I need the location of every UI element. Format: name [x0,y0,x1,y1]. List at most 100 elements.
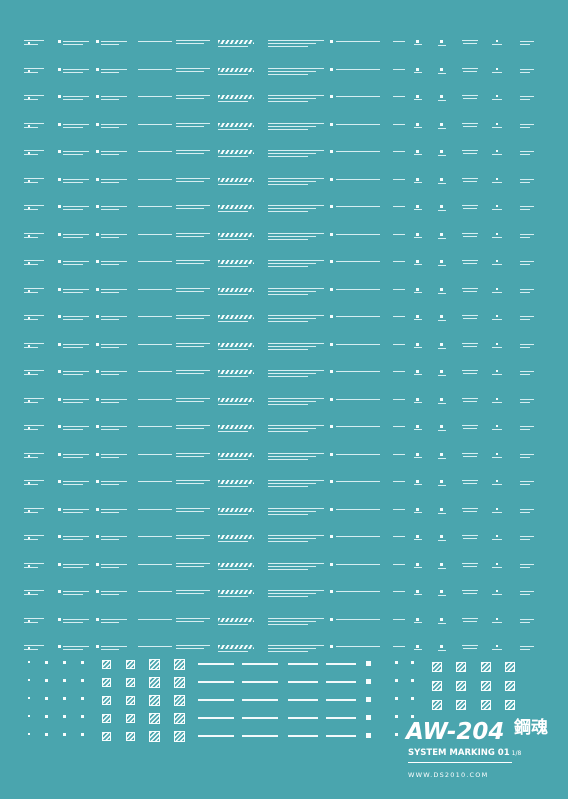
marker-square [330,563,333,566]
caution-text [438,375,446,376]
marker-square [330,618,333,621]
marker-square [416,618,419,621]
marker-square [96,398,99,401]
marker-square [330,40,333,43]
caution-text [24,590,44,591]
caution-text [138,124,172,125]
caution-text [24,429,38,430]
marker-square [63,733,66,736]
marker-square [395,697,398,700]
caution-text [268,514,308,515]
marker-square [440,260,443,263]
caution-text [520,234,534,235]
marker-square [28,455,30,457]
caution-text [336,69,380,70]
marker-square [330,178,333,181]
marker-square [411,661,414,664]
caution-text [268,98,316,99]
marker-square [63,679,66,682]
caution-text [414,154,422,155]
caution-text [438,210,446,211]
caution-text [336,591,380,592]
caution-text [218,184,248,185]
marker-square [496,205,498,207]
caution-text [268,651,308,652]
caution-text [520,154,530,155]
marker-square [81,661,84,664]
marker-square [416,343,419,346]
hatched-panel [432,700,442,710]
caution-text [414,512,422,513]
dashed-line [198,699,234,701]
caution-text [520,72,530,73]
marker-square [330,260,333,263]
marker-square [330,370,333,373]
caution-text [268,123,324,124]
hatched-panel [174,713,185,724]
marker-square [440,68,443,71]
caution-text [63,96,89,97]
caution-text [268,401,316,402]
caution-text [438,513,446,514]
caution-text [520,539,530,540]
caution-text [414,594,422,595]
caution-text [393,151,405,152]
hatched-panel [126,696,135,705]
caution-text [268,569,308,570]
hazard-stripe [218,645,254,649]
caution-text [393,564,405,565]
caution-text [438,183,446,184]
caution-text [520,622,530,623]
caution-text [462,40,478,41]
caution-text [176,181,204,182]
marker-square [28,537,30,539]
brand-kanji: 鋼魂 [514,718,548,738]
caution-text [268,428,316,429]
dashed-line [326,717,356,719]
caution-text [24,425,44,426]
caution-text [268,288,324,289]
marker-square [496,398,498,400]
marker-square [28,235,30,237]
caution-text [176,233,210,234]
caution-text [520,481,534,482]
caution-text [24,484,38,485]
caution-text [268,101,308,102]
caution-text [520,127,530,128]
caution-text [218,514,248,515]
marker-square [45,679,48,682]
caution-text [463,483,477,484]
caution-text [176,648,204,649]
hatched-panel [174,659,185,670]
caution-text [268,508,324,509]
caution-text [492,209,502,210]
marker-square [440,205,443,208]
caution-text [336,151,380,152]
caution-text [138,481,172,482]
marker-square [96,178,99,181]
caution-text [463,153,477,154]
caution-text [24,319,38,320]
caution-text [268,618,324,619]
caution-text [462,618,478,619]
marker-square [330,123,333,126]
caution-text [138,426,172,427]
caution-text [393,289,405,290]
marker-square [28,661,30,663]
hazard-stripe [218,590,254,594]
marker-square [96,508,99,511]
caution-text [101,154,119,155]
marker-square [416,425,419,428]
caution-text [176,538,204,539]
caution-text [138,316,172,317]
marker-square [81,733,84,736]
caution-text [101,206,127,207]
caution-text [268,184,308,185]
caution-text [393,371,405,372]
caution-text [176,40,210,41]
caution-text [63,261,89,262]
caution-text [463,236,477,237]
caution-text [462,480,478,481]
caution-text [218,431,248,432]
caution-text [218,321,248,322]
